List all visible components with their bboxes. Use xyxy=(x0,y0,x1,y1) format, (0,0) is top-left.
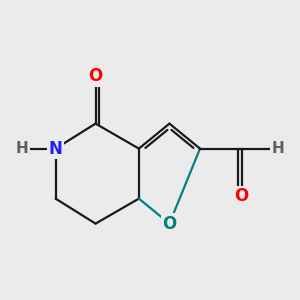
Text: H: H xyxy=(16,141,28,156)
Text: O: O xyxy=(88,68,103,85)
Text: H: H xyxy=(272,141,284,156)
Text: N: N xyxy=(49,140,62,158)
Text: O: O xyxy=(162,214,177,232)
Text: O: O xyxy=(235,187,249,205)
